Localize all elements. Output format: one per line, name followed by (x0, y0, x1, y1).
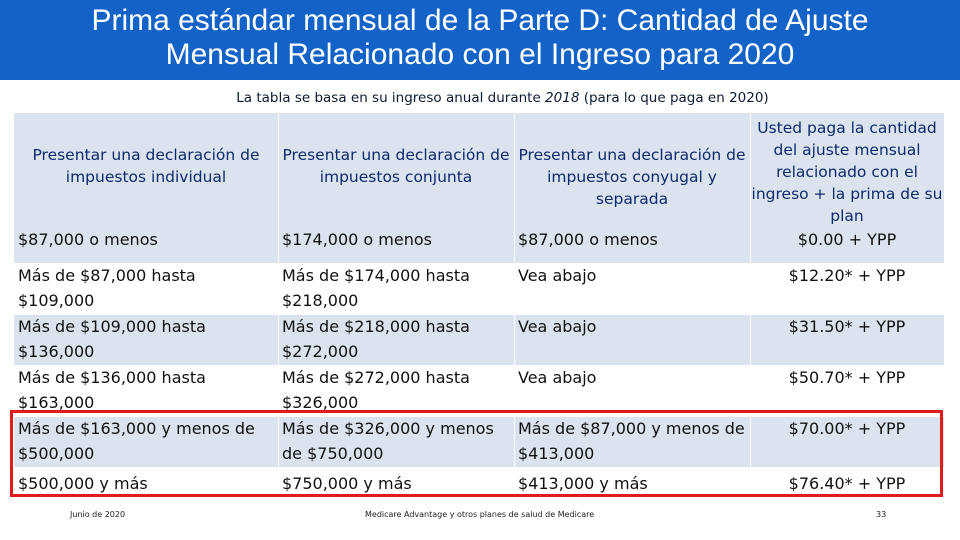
column-divider (514, 113, 515, 499)
cell-separate: $413,000 y más (518, 474, 648, 493)
title-line-1: Prima estándar mensual de la Parte D: Ca… (91, 4, 869, 37)
cell-separate: Más de $87,000 y menos de $413,000 (518, 419, 745, 463)
income-adjustment-table: Presentar una declaración de impuestos i… (14, 113, 944, 499)
cell-premium: $31.50* + YPP (788, 317, 906, 336)
cell-joint: $174,000 o menos (282, 230, 432, 249)
caption-text-after: (para lo que paga en 2020) (579, 90, 769, 106)
cell-separate: Vea abajo (518, 266, 597, 285)
cell-individual: Más de $87,000 hasta $109,000 (18, 266, 196, 310)
footer-center-text: Medicare Advantage y otros planes de sal… (365, 510, 595, 519)
table-row: Más de $163,000 y menos de $500,000 Más … (14, 416, 944, 467)
table-row: Más de $136,000 hasta $163,000 Más de $2… (14, 365, 944, 416)
cell-separate: $87,000 o menos (518, 230, 658, 249)
cell-premium: $0.00 + YPP (797, 230, 897, 249)
header-you-pay: Usted paga la cantidad del ajuste mensua… (751, 119, 943, 225)
header-married-separate: Presentar una declaración de impuestos c… (518, 146, 746, 208)
table-row: $500,000 y más $750,000 y más $413,000 y… (14, 467, 944, 499)
cell-premium: $50.70* + YPP (788, 368, 906, 387)
table-caption: La tabla se basa en su ingreso anual dur… (0, 90, 960, 106)
cell-individual: Más de $163,000 y menos de $500,000 (18, 419, 255, 463)
table-row: Más de $109,000 hasta $136,000 Más de $2… (14, 314, 944, 365)
table-row: $87,000 o menos $174,000 o menos $87,000… (14, 225, 944, 263)
footer-date: Junio de 2020 (70, 510, 126, 519)
row-divider (14, 416, 944, 417)
cell-individual: Más de $109,000 hasta $136,000 (18, 317, 206, 361)
page-number: 33 (876, 510, 887, 519)
cell-premium: $76.40* + YPP (788, 474, 906, 493)
cell-premium: $70.00* + YPP (788, 419, 906, 438)
cell-individual: Más de $136,000 hasta $163,000 (18, 368, 206, 412)
table-row: Más de $87,000 hasta $109,000 Más de $17… (14, 263, 944, 314)
cell-individual: $87,000 o menos (18, 230, 158, 249)
header-individual: Presentar una declaración de impuestos i… (32, 146, 260, 186)
table-header-row: Presentar una declaración de impuestos i… (14, 113, 944, 225)
cell-individual: $500,000 y más (18, 474, 148, 493)
row-divider (14, 263, 944, 265)
cell-joint: Más de $218,000 hasta $272,000 (282, 317, 470, 361)
cell-premium: $12.20* + YPP (788, 266, 906, 285)
header-joint: Presentar una declaración de impuestos c… (282, 146, 510, 186)
cell-joint: Más de $326,000 y menos de $750,000 (282, 419, 494, 463)
cell-joint: Más de $174,000 hasta $218,000 (282, 266, 470, 310)
row-divider (14, 314, 944, 315)
row-divider (14, 467, 944, 468)
title-line-2: Mensual Relacionado con el Ingreso para … (165, 38, 795, 71)
column-divider (278, 113, 279, 499)
row-divider (14, 365, 944, 366)
cell-separate: Vea abajo (518, 317, 597, 336)
caption-text-before: La tabla se basa en su ingreso anual dur… (236, 90, 546, 106)
caption-year: 2018 (545, 90, 580, 106)
cell-joint: $750,000 y más (282, 474, 412, 493)
cell-joint: Más de $272,000 hasta $326,000 (282, 368, 470, 412)
slide-title: Prima estándar mensual de la Parte D: Ca… (0, 0, 960, 80)
highlight-box (10, 410, 943, 497)
column-divider (750, 113, 751, 499)
cell-separate: Vea abajo (518, 368, 597, 387)
